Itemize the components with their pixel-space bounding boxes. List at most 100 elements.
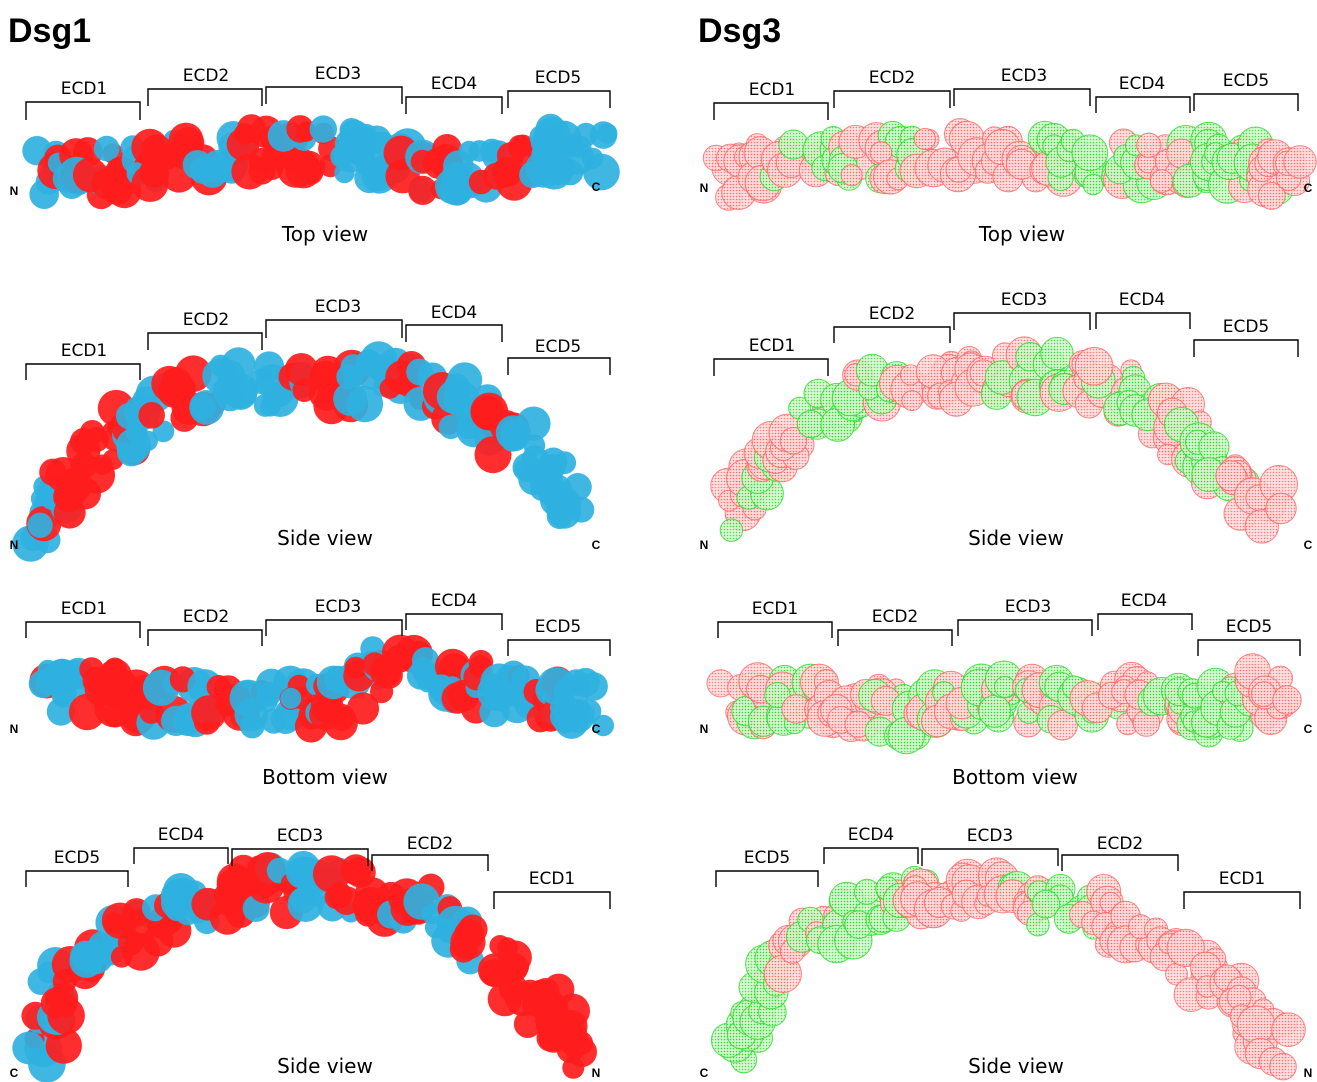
c-terminus-label: C: [592, 722, 601, 736]
atom-sphere: [592, 714, 614, 737]
dsg1-bottom-view: ECD1 ECD2 ECD3 ECD4 ECD5 N C Bottom view: [10, 591, 614, 789]
bracket-ecd5: [507, 90, 611, 108]
domain-label: ECD2: [1097, 834, 1144, 854]
atom-sphere: [412, 647, 439, 675]
atom-sphere: [221, 347, 256, 382]
atom-sphere: [284, 353, 318, 386]
dsg3-side-view: ECD1 ECD2 ECD3 ECD4 ECD5 N C Side view: [700, 290, 1313, 552]
domain-label: ECD5: [535, 68, 582, 88]
atom-sphere: [27, 512, 53, 538]
atom-sphere: [57, 467, 93, 502]
view-caption: Bottom view: [262, 765, 388, 789]
c-terminus-label: C: [1304, 538, 1313, 552]
domain-brackets: [25, 319, 611, 380]
domain-label: ECD1: [61, 79, 108, 99]
atom-sphere: [1269, 1052, 1297, 1081]
dsg1-top-view: ECD1 ECD2 ECD3 ECD4 ECD5 N C Top view: [10, 64, 620, 246]
c-terminus-label: C: [10, 1066, 19, 1080]
c-terminus-label: C: [1304, 181, 1313, 195]
atom-sphere: [589, 121, 618, 149]
atom-sphere: [796, 410, 826, 439]
domain-label: ECD4: [431, 591, 478, 611]
domain-label: ECD1: [61, 599, 108, 619]
dsg1-bottom-molecule: [28, 634, 614, 743]
domain-label: ECD2: [183, 607, 230, 627]
domain-brackets: [713, 312, 1299, 376]
atom-sphere: [385, 644, 414, 673]
domain-label: ECD4: [158, 825, 205, 845]
domain-label: ECD1: [749, 80, 796, 100]
atom-sphere: [138, 402, 165, 429]
domain-label: ECD3: [1001, 66, 1048, 86]
domain-label: ECD1: [61, 341, 108, 361]
dsg3-side-view-reversed: ECD5 ECD4 ECD3 ECD2 ECD1 C N Side view: [700, 825, 1313, 1081]
n-terminus-label: N: [700, 538, 709, 552]
domain-label: ECD1: [529, 869, 576, 889]
n-terminus-label: N: [10, 184, 19, 198]
atom-sphere: [1250, 681, 1277, 707]
atom-sphere: [1283, 145, 1317, 179]
dsg1-side-view: ECD1 ECD2 ECD3 ECD4 ECD5 N C Side view: [10, 297, 611, 562]
panel-title-dsg1: Dsg1: [8, 12, 91, 50]
domain-label: ECD3: [967, 826, 1014, 846]
atom-sphere: [93, 135, 120, 162]
domain-brackets: [25, 847, 611, 909]
domain-label: ECD2: [872, 607, 919, 627]
atom-sphere: [182, 150, 213, 180]
atom-sphere: [1257, 182, 1286, 210]
atom-sphere: [346, 385, 384, 423]
atom-sphere: [334, 162, 355, 184]
dsg1-side-molecule: [12, 341, 595, 562]
view-caption: Side view: [277, 1054, 373, 1078]
atom-sphere: [571, 667, 600, 697]
domain-label: ECD4: [431, 74, 478, 94]
atom-sphere: [1040, 336, 1074, 371]
c-terminus-label: C: [700, 1066, 709, 1080]
view-caption: Side view: [277, 526, 373, 550]
n-terminus-label: N: [592, 1066, 601, 1080]
atom-sphere: [1237, 1005, 1276, 1044]
dsg1-side-reversed-molecule: [12, 850, 597, 1082]
view-caption: Top view: [978, 222, 1065, 246]
n-terminus-label: N: [700, 722, 709, 736]
panel-title-dsg3: Dsg3: [698, 12, 781, 50]
domain-label: ECD4: [1119, 74, 1166, 94]
atom-sphere: [1265, 492, 1297, 525]
atom-sphere: [577, 699, 602, 724]
domain-label: ECD5: [54, 848, 101, 868]
view-caption: Side view: [968, 1054, 1064, 1078]
atom-sphere: [913, 127, 937, 151]
domain-label: ECD2: [869, 304, 916, 324]
domain-label: ECD1: [749, 336, 796, 356]
atom-sphere: [495, 415, 531, 451]
domain-label: ECD3: [277, 826, 324, 846]
c-terminus-label: C: [592, 538, 601, 552]
atom-sphere: [901, 390, 923, 412]
bracket-ecd3: [265, 86, 403, 104]
atom-sphere: [309, 115, 337, 143]
atom-sphere: [1082, 173, 1104, 196]
atom-sphere: [256, 681, 282, 707]
dsg3-side-molecule: [710, 336, 1298, 544]
atom-sphere: [840, 164, 863, 187]
domain-label: ECD5: [535, 617, 582, 637]
atom-sphere: [1136, 132, 1162, 158]
domain-label: ECD2: [183, 66, 230, 86]
atom-sphere: [1271, 1012, 1306, 1047]
domain-label: ECD3: [1001, 290, 1048, 310]
atom-sphere: [54, 994, 78, 1017]
n-terminus-label: N: [10, 538, 19, 552]
atom-sphere: [297, 158, 324, 185]
domain-label: ECD4: [848, 825, 895, 845]
n-terminus-label: N: [10, 722, 19, 736]
domain-label: ECD4: [431, 303, 478, 323]
atom-sphere: [454, 919, 485, 950]
atom-sphere: [1272, 685, 1302, 715]
domain-label: ECD5: [1223, 317, 1270, 337]
domain-label: ECD2: [407, 834, 454, 854]
atom-sphere: [340, 854, 372, 886]
n-terminus-label: N: [1304, 1066, 1313, 1080]
atom-sphere: [994, 676, 1016, 698]
c-terminus-label: C: [1304, 722, 1313, 736]
